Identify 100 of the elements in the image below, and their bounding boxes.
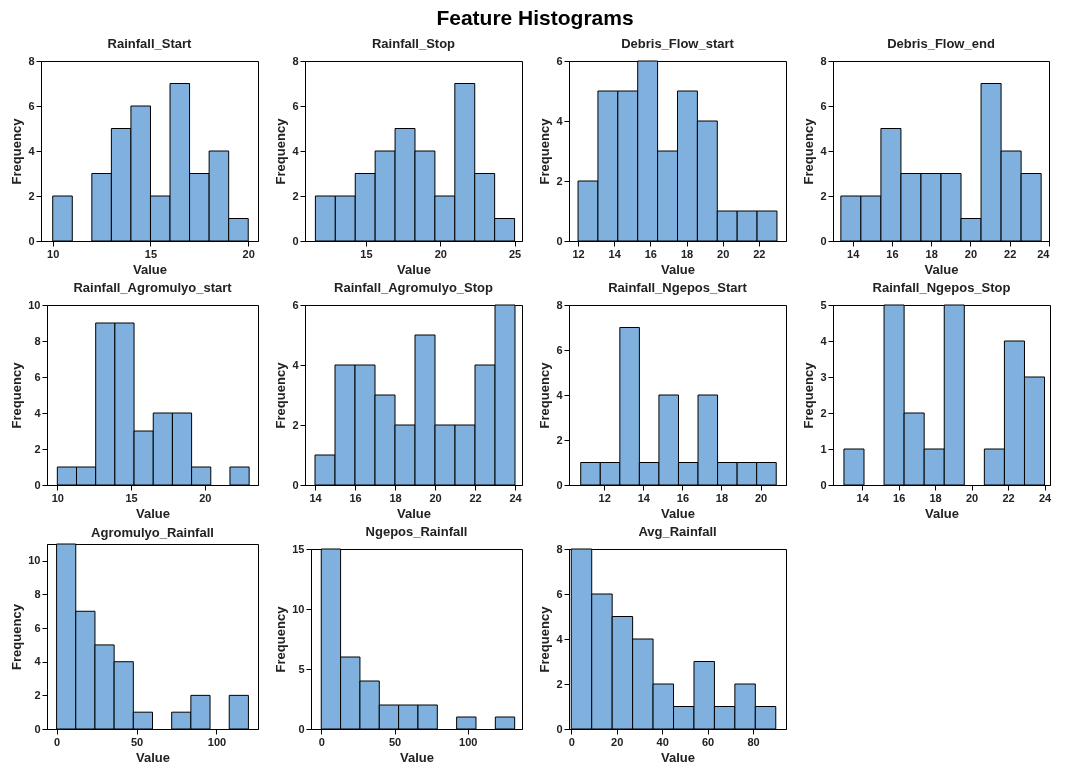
y-axis-title: Frequency [801, 117, 817, 185]
y-axis-title: Frequency [801, 361, 817, 429]
y-tick-label: 8 [34, 334, 41, 347]
y-tick-label: 2 [820, 406, 827, 419]
x-tick-label: 16 [349, 491, 362, 504]
y-tick-label: 5 [820, 298, 827, 311]
y-tick-label: 0 [556, 234, 563, 247]
y-tick-label: 0 [34, 722, 41, 735]
x-axis-title: Value [925, 505, 959, 521]
y-tick-label: 5 [298, 662, 305, 675]
x-tick-label: 100 [207, 735, 227, 748]
y-tick-label: 6 [556, 587, 563, 600]
x-tick-label: 15 [144, 247, 158, 260]
y-tick-label: 10 [292, 602, 305, 615]
y-tick-label: 2 [820, 189, 827, 202]
y-tick-label: 2 [34, 688, 41, 701]
y-axis-title: Frequency [537, 361, 553, 429]
x-tick-label: 22 [1002, 491, 1015, 504]
y-tick-label: 2 [556, 677, 563, 690]
x-tick-label: 16 [893, 491, 906, 504]
y-tick-label: 4 [820, 334, 828, 347]
y-tick-label: 8 [28, 54, 35, 67]
y-tick-label: 0 [820, 234, 827, 247]
y-axis-title: Frequency [9, 117, 25, 185]
x-tick-label: 60 [701, 735, 715, 748]
y-tick-label: 0 [34, 478, 41, 491]
y-tick-label: 6 [556, 343, 563, 356]
y-tick-label: 15 [292, 542, 305, 555]
y-tick-label: 2 [34, 442, 41, 455]
x-tick-label: 0 [568, 735, 575, 748]
x-tick-label: 14 [608, 247, 622, 260]
x-tick-label: 18 [929, 491, 942, 504]
x-axis-title: Value [400, 749, 434, 765]
chart-title: Avg_Rainfall [638, 524, 717, 539]
y-tick-label: 2 [556, 174, 563, 187]
y-tick-label: 2 [292, 418, 299, 431]
x-tick-label: 20 [965, 491, 979, 504]
chart-title: Agromulyo_Rainfall [91, 524, 214, 540]
x-tick-label: 16 [886, 247, 899, 260]
y-tick-label: 8 [292, 54, 299, 67]
y-tick-label: 4 [34, 655, 42, 668]
x-axis-title: Value [661, 749, 695, 765]
x-tick-label: 20 [429, 491, 442, 504]
y-tick-label: 10 [28, 298, 41, 311]
x-tick-label: 24 [1038, 491, 1053, 504]
chart-title: Debris_Flow_start [621, 36, 735, 51]
x-tick-label: 24 [509, 491, 523, 504]
y-tick-label: 1 [820, 442, 827, 455]
y-tick-label: 6 [34, 621, 41, 634]
x-tick-label: 80 [747, 735, 760, 748]
x-axis-title: Value [924, 261, 959, 277]
x-tick-label: 16 [644, 247, 657, 260]
y-tick-label: 4 [28, 144, 36, 157]
text: Feature Histograms [435, 6, 635, 30]
y-tick-label: 2 [28, 189, 35, 202]
y-tick-label: 8 [820, 54, 827, 67]
y-tick-label: 6 [820, 99, 827, 112]
y-tick-label: 6 [292, 99, 299, 112]
y-tick-label: 10 [28, 554, 41, 567]
y-tick-label: 8 [34, 587, 41, 600]
x-tick-label: 50 [388, 735, 402, 748]
x-tick-label: 12 [572, 247, 585, 260]
x-tick-label: 18 [389, 491, 402, 504]
x-tick-label: 20 [199, 491, 212, 504]
y-tick-label: 3 [820, 370, 827, 383]
x-tick-label: 20 [754, 491, 768, 504]
x-axis-title: Value [136, 505, 170, 521]
x-tick-label: 14 [309, 491, 323, 504]
x-tick-label: 0 [318, 735, 325, 748]
y-tick-label: 4 [556, 388, 564, 401]
y-axis-title: Frequency [273, 117, 289, 185]
x-axis-title: Value [133, 261, 167, 277]
y-axis-title: Frequency [537, 605, 553, 673]
x-tick-label: 22 [469, 491, 482, 504]
y-tick-label: 0 [556, 478, 563, 491]
chart-title: Ngepos_Rainfall [365, 524, 468, 539]
x-tick-label: 15 [360, 247, 373, 260]
y-axis-title: Frequency [9, 361, 25, 429]
y-axis-title: Frequency [537, 117, 553, 185]
x-tick-label: 100 [459, 735, 478, 748]
x-tick-label: 16 [676, 491, 690, 504]
x-tick-label: 20 [611, 735, 624, 748]
y-tick-label: 0 [556, 722, 563, 735]
y-axis-title: Frequency [9, 603, 25, 670]
y-tick-label: 0 [292, 478, 299, 491]
y-tick-label: 0 [298, 722, 305, 735]
x-tick-label: 20 [242, 247, 255, 260]
x-tick-label: 24 [1037, 247, 1051, 260]
y-tick-label: 2 [292, 189, 299, 202]
y-tick-label: 0 [292, 234, 299, 247]
x-tick-label: 40 [656, 735, 669, 748]
y-tick-label: 0 [28, 234, 35, 247]
y-tick-label: 6 [292, 298, 299, 311]
y-tick-label: 8 [556, 542, 563, 555]
x-tick-label: 0 [54, 735, 61, 748]
chart-title: Rainfall_Stop [371, 36, 456, 51]
y-tick-label: 4 [556, 632, 564, 645]
x-tick-label: 14 [637, 491, 651, 504]
y-tick-label: 0 [820, 478, 827, 491]
y-tick-label: 6 [556, 54, 563, 67]
